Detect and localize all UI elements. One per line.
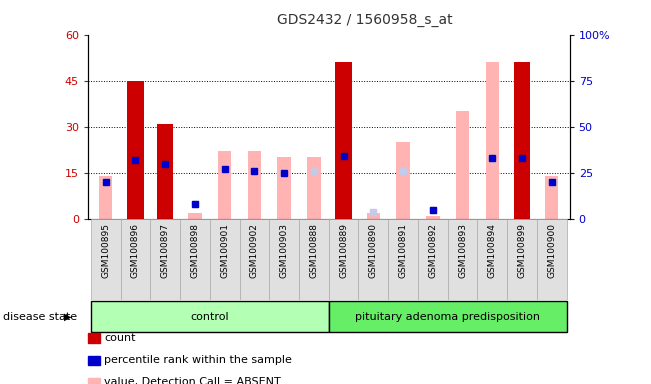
Text: GSM100892: GSM100892 [428, 223, 437, 278]
Bar [157, 124, 173, 219]
Bar [448, 219, 477, 300]
Text: control: control [191, 312, 229, 322]
Text: disease state: disease state [3, 312, 77, 322]
Bar [396, 142, 409, 219]
Bar [299, 219, 329, 300]
Text: GSM100899: GSM100899 [518, 223, 527, 278]
Text: GSM100902: GSM100902 [250, 223, 259, 278]
Bar [537, 219, 566, 300]
Bar [270, 219, 299, 300]
Bar [188, 213, 202, 219]
Bar [210, 219, 240, 300]
Bar [240, 219, 270, 300]
Bar [367, 213, 380, 219]
Text: ▶: ▶ [64, 312, 72, 322]
Bar [359, 219, 388, 300]
Bar [418, 219, 448, 300]
Bar [150, 219, 180, 300]
Bar [307, 157, 320, 219]
Text: count: count [104, 333, 135, 343]
Bar [120, 219, 150, 300]
Bar [180, 219, 210, 300]
Bar [329, 219, 359, 300]
Text: GSM100901: GSM100901 [220, 223, 229, 278]
Bar [91, 219, 120, 300]
Bar [388, 219, 418, 300]
Bar [426, 216, 439, 219]
Bar [486, 62, 499, 219]
Bar [218, 151, 231, 219]
Text: GSM100890: GSM100890 [369, 223, 378, 278]
Bar [514, 62, 530, 219]
Text: percentile rank within the sample: percentile rank within the sample [104, 355, 292, 365]
Bar [91, 301, 329, 332]
Text: GSM100889: GSM100889 [339, 223, 348, 278]
Text: GSM100898: GSM100898 [191, 223, 199, 278]
Bar [248, 151, 261, 219]
Bar [545, 176, 559, 219]
Bar [329, 301, 566, 332]
Bar [128, 81, 144, 219]
Text: GSM100900: GSM100900 [547, 223, 557, 278]
Text: GSM100891: GSM100891 [398, 223, 408, 278]
Text: GSM100903: GSM100903 [280, 223, 288, 278]
Bar [507, 219, 537, 300]
Bar [456, 111, 469, 219]
Text: GSM100896: GSM100896 [131, 223, 140, 278]
Bar [277, 157, 291, 219]
Bar [99, 176, 113, 219]
Text: GSM100894: GSM100894 [488, 223, 497, 278]
Bar [477, 219, 507, 300]
Text: pituitary adenoma predisposition: pituitary adenoma predisposition [355, 312, 540, 322]
Text: GSM100893: GSM100893 [458, 223, 467, 278]
Bar [335, 62, 352, 219]
Text: GDS2432 / 1560958_s_at: GDS2432 / 1560958_s_at [277, 13, 452, 27]
Text: GSM100897: GSM100897 [161, 223, 170, 278]
Text: GSM100895: GSM100895 [101, 223, 110, 278]
Text: GSM100888: GSM100888 [309, 223, 318, 278]
Text: value, Detection Call = ABSENT: value, Detection Call = ABSENT [104, 377, 281, 384]
